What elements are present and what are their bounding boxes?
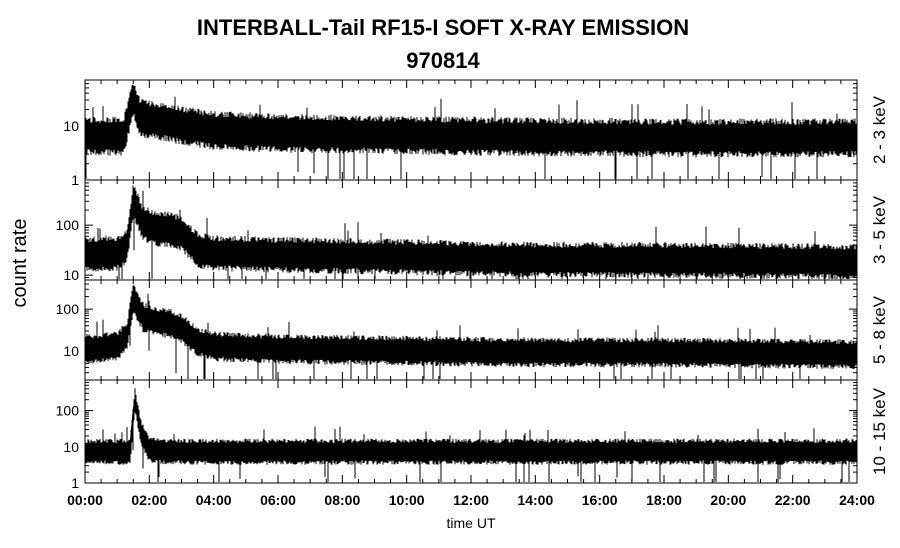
chart-title: INTERBALL-Tail RF15-I SOFT X-RAY EMISSIO… (197, 15, 689, 40)
x-tick-label: 04:00 (196, 492, 232, 508)
panel-3-y-tick-label: 100 (56, 301, 80, 317)
panel-3-series (85, 285, 857, 379)
panel-4-frame (84, 379, 858, 484)
panel-3: 10 100 5 - 8 keV (56, 279, 889, 381)
panel-4-y-tick-label: 10 (63, 439, 79, 455)
panel-4-band-label: 10 - 15 keV (870, 387, 889, 475)
panel-4-y-tick-label: 100 (56, 403, 80, 419)
panel-1: 1 10 2 - 3 keV (63, 79, 889, 188)
panel-2-series (85, 185, 857, 279)
x-tick-label: 24:00 (839, 492, 875, 508)
x-tick-label: 22:00 (775, 492, 811, 508)
panel-2-y-tick-label: 10 (63, 267, 79, 283)
x-tick-label: 08:00 (324, 492, 360, 508)
panel-1-trend-line (86, 96, 856, 137)
panel-3-trend-line (85, 295, 856, 354)
panel-4-series (85, 388, 857, 482)
x-tick-label: 12:00 (453, 492, 489, 508)
x-tick-label: 02:00 (131, 492, 167, 508)
x-tick-label: 10:00 (389, 492, 425, 508)
x-tick-label: 18:00 (646, 492, 682, 508)
panel-1-y-tick-label: 1 (71, 172, 79, 188)
x-tick-label: 20:00 (710, 492, 746, 508)
x-axis-label: time UT (447, 515, 496, 531)
panel-1-y-tick-label: 10 (63, 118, 79, 134)
x-tick-label: 16:00 (582, 492, 618, 508)
panel-2-band-label: 3 - 5 keV (870, 195, 889, 264)
panel-4-y-tick-label: 1 (71, 475, 79, 491)
panel-1-band-label: 2 - 3 keV (870, 95, 889, 164)
panel-1-series (85, 85, 857, 179)
chart-subtitle: 970814 (406, 48, 480, 73)
panel-3-band-label: 5 - 8 keV (870, 295, 889, 364)
panel-2-trend-line (85, 196, 856, 262)
panel-2-y-tick-label: 100 (56, 217, 80, 233)
y-axis-label: count rate (9, 219, 31, 308)
x-tick-label: 00:00 (67, 492, 103, 508)
panel-2: 10 100 3 - 5 keV (56, 179, 889, 283)
x-tick-label: 06:00 (260, 492, 296, 508)
panel-3-y-tick-label: 10 (63, 343, 79, 359)
panel-4-trend-line (86, 401, 856, 452)
panel-4: 1 10 100 10 - 15 keV (56, 379, 889, 491)
x-tick-label: 14:00 (517, 492, 553, 508)
